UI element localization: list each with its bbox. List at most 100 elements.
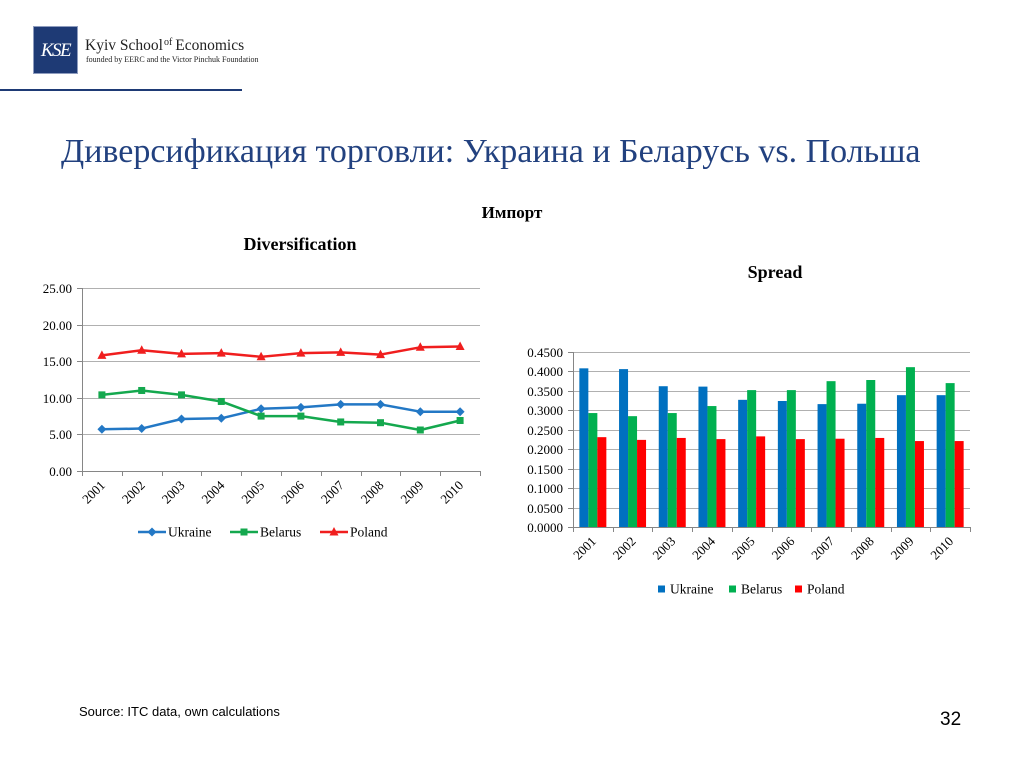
y-tick-label: 0.2000 <box>527 442 563 457</box>
point-belarus-2009 <box>416 426 424 434</box>
bar-belarus-2004 <box>707 406 717 527</box>
point-poland-2001 <box>97 350 107 359</box>
legend-item-poland: Poland <box>795 582 845 597</box>
x-tick-label: 2010 <box>437 478 466 507</box>
bar-poland-2009 <box>914 441 924 527</box>
bar-poland-2005 <box>756 436 766 527</box>
y-tick-label: 25.00 <box>43 281 72 296</box>
point-ukraine-2003 <box>177 414 186 424</box>
bar-belarus-2006 <box>786 390 796 527</box>
bar-ukraine-2008 <box>857 403 867 527</box>
y-tick-label: 5.00 <box>49 427 72 442</box>
logo-name-of: of <box>163 37 173 48</box>
line-ukraine <box>101 403 461 431</box>
point-belarus-2010 <box>456 416 464 424</box>
y-tick-label: 0.1000 <box>527 481 563 496</box>
bar-ukraine-2001 <box>579 368 589 527</box>
legend-item-ukraine: Ukraine <box>658 582 713 597</box>
logo-name-part2: Economics <box>175 37 245 54</box>
diversification-chart: 0.00 5.00 10.00 15.00 20.00 25.00 2001 2002 2003… <box>43 281 481 540</box>
point-belarus-2004 <box>217 397 225 405</box>
kse-logo-mark: KSE <box>33 26 78 74</box>
x-tick-label: 2003 <box>159 478 188 507</box>
y-tick-label: 0.3500 <box>527 384 563 399</box>
legend-marker <box>240 528 248 536</box>
legend-marker <box>147 527 157 537</box>
point-ukraine-2010 <box>455 407 465 417</box>
legend-color-swatch <box>658 585 665 593</box>
series-belarus <box>98 386 464 434</box>
point-poland-2007 <box>336 347 346 356</box>
y-tick-label: 0.2500 <box>527 423 563 438</box>
point-belarus-2003 <box>178 391 185 399</box>
bar-belarus-2005 <box>747 390 757 527</box>
bar-poland-2007 <box>835 438 845 527</box>
series-ukraine <box>97 399 465 434</box>
line-poland <box>101 345 461 359</box>
point-poland-2003 <box>177 348 186 358</box>
kse-logo-name: Kyiv Schoolof Economics <box>85 38 244 54</box>
point-ukraine-2007 <box>336 399 346 409</box>
header-rule <box>0 89 242 91</box>
point-ukraine-2009 <box>415 407 425 417</box>
series-belarus <box>588 367 955 527</box>
bar-ukraine-2006 <box>777 401 787 527</box>
bar-belarus-2008 <box>866 380 876 527</box>
point-belarus-2006 <box>297 412 305 420</box>
line-belarus <box>101 389 461 432</box>
bar-ukraine-2005 <box>738 399 748 527</box>
y-tick-label: 0.3000 <box>527 403 563 418</box>
legend-label: Ukraine <box>670 582 713 597</box>
y-tick-label: 0.4500 <box>527 345 563 360</box>
bar-belarus-2001 <box>588 413 598 527</box>
y-tick-label: 0.00 <box>49 464 72 479</box>
legend-label: Belarus <box>260 525 301 540</box>
source-note: Source: ITC data, own calculations <box>79 704 280 719</box>
y-tick-label: 10.00 <box>43 391 72 406</box>
x-tick-label: 2009 <box>397 478 426 507</box>
bar-ukraine-2010 <box>936 395 946 527</box>
point-poland-2005 <box>256 351 266 361</box>
legend: Ukraine Belarus Poland <box>138 525 388 540</box>
point-ukraine-2001 <box>97 424 107 434</box>
legend-marker <box>329 527 339 536</box>
bar-poland-2002 <box>637 439 647 527</box>
legend-label: Ukraine <box>168 525 211 540</box>
point-ukraine-2008 <box>376 399 385 409</box>
bar-belarus-2007 <box>826 381 836 527</box>
point-poland-2004 <box>216 348 226 357</box>
bar-ukraine-2007 <box>817 404 827 527</box>
x-tick-label: 2008 <box>358 478 387 507</box>
y-tick-label: 0.4000 <box>527 364 563 379</box>
kse-logo-tagline: founded by EERC and the Victor Pinchuk F… <box>86 55 259 64</box>
bar-poland-2010 <box>954 441 964 527</box>
x-tick-label: 2001 <box>570 534 599 563</box>
point-poland-2009 <box>415 342 425 351</box>
point-poland-2006 <box>296 348 306 357</box>
y-tick-label: 20.00 <box>43 318 72 333</box>
point-belarus-2005 <box>257 412 265 420</box>
bar-poland-2004 <box>716 439 726 527</box>
series-ukraine <box>579 368 946 527</box>
bar-belarus-2002 <box>628 416 638 527</box>
x-tick-label: 2002 <box>610 534 639 563</box>
legend-color-swatch <box>729 585 736 593</box>
legend-item-belarus: Belarus <box>230 525 301 540</box>
x-tick-label: 2004 <box>198 477 227 506</box>
point-ukraine-2005 <box>256 404 266 414</box>
section-label: Импорт <box>481 203 543 222</box>
y-tick-label: 0.1500 <box>527 462 563 477</box>
point-belarus-2002 <box>138 386 146 394</box>
logo-name-part1: Kyiv School <box>85 37 163 54</box>
legend-color-swatch <box>795 585 802 593</box>
x-tick-label: 2008 <box>848 534 877 563</box>
x-tick-label: 2003 <box>649 534 678 563</box>
diversification-chart-title: Diversification <box>243 234 357 254</box>
point-ukraine-2004 <box>216 413 226 423</box>
legend: Ukraine Belarus Poland <box>658 582 845 597</box>
kse-logo-lettering: KSE <box>40 39 72 61</box>
x-tick-label: 2006 <box>768 533 797 562</box>
y-tick-label: 0.0500 <box>527 501 563 516</box>
